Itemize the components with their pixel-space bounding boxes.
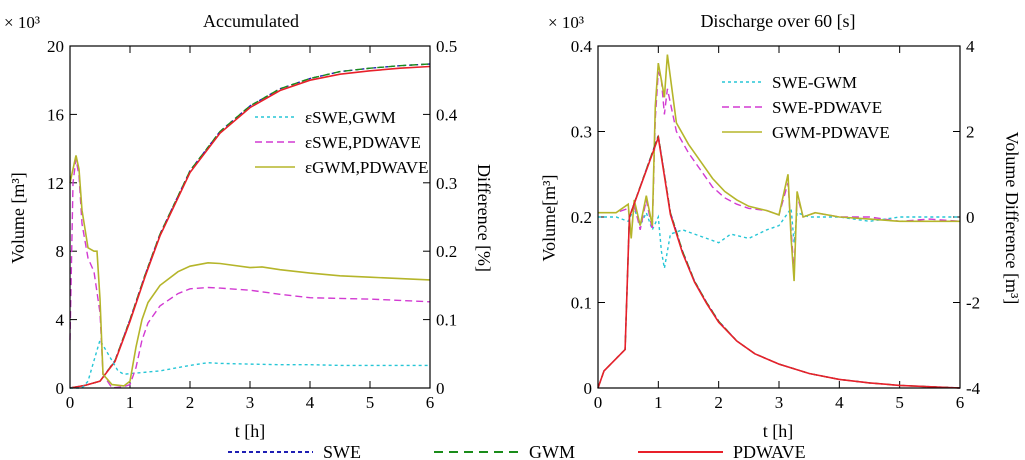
y-tick-label: 0.2 — [571, 208, 592, 227]
x-tick-label: 5 — [895, 393, 904, 412]
axis-ticks: 0 1 2 3 4 5 6 0 0.1 0.2 0.3 0.4 -4 -2 0 2 4 — [571, 37, 981, 412]
plot-area — [597, 54, 961, 389]
legend-label: SWE-PDWAVE — [772, 98, 882, 117]
y-axis-right-label: Volume Difference [m³] — [1002, 132, 1022, 305]
legend-label: εGWM,PDWAVE — [305, 158, 428, 177]
legend-label: GWM-PDWAVE — [772, 123, 890, 142]
y-right-tick-label: -2 — [966, 294, 980, 313]
series-line — [70, 338, 430, 389]
y-tick-label: 16 — [47, 105, 64, 124]
y-right-tick-label: 0.2 — [436, 242, 457, 261]
series-line — [597, 134, 961, 389]
y-axis-label: Volume[m³] — [539, 174, 559, 261]
legend-label: εSWE,GWM — [305, 108, 396, 127]
y-right-tick-label: 4 — [966, 37, 975, 56]
x-tick-label: 5 — [366, 393, 375, 412]
chart-accumulated: Accumulated × 10³ t [h] Volume [m³] Diff… — [4, 11, 494, 441]
y-right-tick-label: 0.3 — [436, 174, 457, 193]
x-tick-label: 1 — [654, 393, 663, 412]
plot-area — [69, 63, 431, 389]
chart-discharge: Discharge over 60 [s] × 10³ t [h] Volume… — [539, 11, 1022, 441]
x-tick-label: 6 — [956, 393, 965, 412]
y-tick-label: 4 — [56, 311, 65, 330]
y-right-tick-label: 0.5 — [436, 37, 457, 56]
x-tick-label: 3 — [246, 393, 255, 412]
legend-label: SWE — [323, 442, 361, 460]
x-tick-label: 4 — [835, 393, 844, 412]
y-right-tick-label: 0.4 — [436, 105, 458, 124]
plot-frame — [69, 45, 431, 389]
series-line — [69, 65, 431, 389]
series-line — [597, 135, 961, 389]
y-right-tick-label: 2 — [966, 123, 975, 142]
y-right-tick-label: 0.1 — [436, 311, 457, 330]
x-tick-label: 4 — [306, 393, 315, 412]
y-tick-label: 0.3 — [571, 123, 592, 142]
series-line — [69, 158, 431, 389]
x-tick-label: 2 — [714, 393, 723, 412]
legend-label: εSWE,PDWAVE — [305, 133, 421, 152]
legend: SWE-GWM SWE-PDWAVE GWM-PDWAVE — [722, 73, 890, 142]
series-line — [598, 54, 960, 282]
series-line — [598, 206, 960, 269]
y-tick-label: 0.4 — [571, 37, 593, 56]
x-tick-label: 0 — [594, 393, 603, 412]
x-tick-label: 0 — [66, 393, 75, 412]
y-tick-label: 0 — [584, 379, 593, 398]
chart-title: Accumulated — [203, 11, 299, 31]
y-right-tick-label: -4 — [966, 379, 981, 398]
y-tick-label: 0.1 — [571, 294, 592, 313]
legend-label: PDWAVE — [733, 442, 806, 460]
x-tick-label: 2 — [186, 393, 195, 412]
y-tick-label: 0 — [56, 379, 65, 398]
x-axis-label: t [h] — [235, 421, 266, 441]
plot-frame — [597, 45, 961, 389]
bottom-legend: SWE GWM PDWAVE — [228, 442, 806, 460]
y-tick-label: 20 — [47, 37, 64, 56]
x-tick-label: 3 — [775, 393, 784, 412]
y-axis-right-label: Difference [%] — [474, 164, 494, 272]
y-tick-label: 8 — [56, 242, 65, 261]
x-axis-label: t [h] — [763, 421, 794, 441]
y-right-tick-label: 0 — [966, 208, 975, 227]
series-line — [69, 155, 431, 387]
x-tick-label: 6 — [426, 393, 435, 412]
series-line — [597, 135, 961, 389]
y-multiplier: × 10³ — [548, 13, 584, 32]
legend-label: SWE-GWM — [772, 73, 857, 92]
y-multiplier: × 10³ — [4, 13, 40, 32]
y-axis-label: Volume [m³] — [8, 172, 28, 264]
chart-title: Discharge over 60 [s] — [700, 11, 855, 31]
legend-label: GWM — [529, 442, 575, 460]
x-tick-label: 1 — [126, 393, 135, 412]
y-right-tick-label: 0 — [436, 379, 445, 398]
legend: εSWE,GWM εSWE,PDWAVE εGWM,PDWAVE — [255, 108, 428, 177]
y-tick-label: 12 — [47, 174, 64, 193]
